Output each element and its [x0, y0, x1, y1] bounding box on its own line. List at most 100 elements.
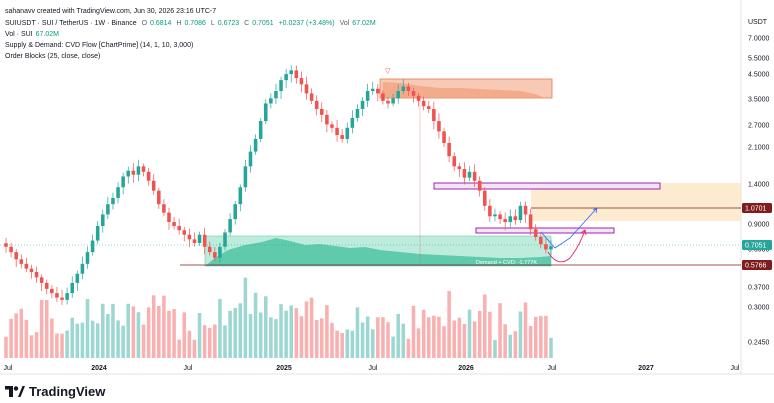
volume-bar — [4, 336, 8, 358]
candle-body — [243, 166, 248, 188]
candle-body — [269, 98, 273, 104]
volume-bar — [258, 312, 263, 358]
candle-body — [396, 91, 400, 99]
price-axis[interactable]: 7.0000 5.5000 4.5000 3.5000 2.7000 2.1000 1.40… — [748, 36, 770, 347]
volume-indicator-line[interactable]: Vol · SUI 67.02M — [5, 30, 62, 39]
candle-body — [381, 93, 385, 101]
candle-body — [141, 166, 146, 172]
candle-body — [335, 127, 339, 136]
candle-body — [50, 288, 54, 294]
candle-body — [80, 263, 85, 274]
volume-bar — [151, 295, 156, 358]
volume-bar — [233, 307, 237, 358]
volume-bar — [345, 329, 350, 358]
candle-body — [472, 171, 477, 181]
candle-body — [299, 78, 304, 85]
y-tick-label: 5.5000 — [748, 56, 770, 63]
volume-bar — [416, 328, 421, 358]
volume-bar — [121, 325, 125, 358]
projection-arrow-blue — [540, 207, 598, 249]
ohlc-close-value: 0.7051 — [252, 20, 274, 27]
volume-bar — [157, 305, 161, 358]
volume-bar — [284, 310, 288, 358]
price-label-box — [742, 240, 772, 250]
volume-bar — [182, 312, 187, 358]
x-tick-label: Jul — [4, 365, 13, 372]
order-block-lower — [475, 227, 615, 234]
author-line: sahanavv created with TradingView.com, J… — [5, 8, 217, 15]
candle-body — [355, 108, 360, 118]
tradingview-logo-icon — [5, 385, 25, 397]
candle-body — [533, 229, 538, 237]
volume-bar — [279, 304, 283, 358]
volume-bar — [238, 303, 243, 358]
volume-bar — [95, 323, 100, 358]
volume-bar — [299, 316, 304, 358]
volume-bar — [141, 324, 146, 358]
candle-body — [213, 252, 217, 258]
tradingview-logo[interactable]: TradingView — [5, 384, 105, 399]
x-tick-label: 2027 — [638, 365, 654, 372]
volume-bar — [50, 318, 54, 358]
candle-body — [100, 214, 105, 227]
volume-bar — [477, 310, 482, 358]
symbol-line[interactable]: SUIUSDT · SUI / TetherUS · 1W · Binance — [5, 20, 137, 27]
candle-body — [432, 108, 436, 122]
candle-body — [218, 246, 222, 258]
y-tick-label: 0.9000 — [748, 222, 770, 229]
candle-body — [44, 282, 49, 289]
candle-body — [263, 103, 268, 122]
volume-bar — [396, 313, 400, 358]
x-tick-label: Jul — [369, 365, 378, 372]
indicator-order-blocks[interactable]: Order Blocks (25, close, close) — [5, 53, 101, 60]
candle-body — [513, 216, 518, 221]
volume-bar — [365, 316, 370, 358]
order-block-upper — [433, 182, 661, 190]
time-axis[interactable]: Jul 2024 Jul 2025 Jul 2026 Jul 2027 Jul — [4, 365, 740, 372]
volume-bar — [314, 320, 319, 358]
volume-bar — [24, 319, 29, 358]
volume-bar — [391, 336, 395, 358]
volume-bar — [75, 323, 80, 358]
volume-bar — [294, 308, 299, 358]
candle-body — [248, 151, 253, 167]
candle-body — [452, 156, 457, 167]
volume-bar — [60, 333, 64, 358]
volume-bar — [426, 317, 431, 358]
volume-bar — [549, 337, 553, 358]
candle-body — [131, 170, 136, 175]
candle-body — [309, 93, 314, 101]
supply-cvd-fill — [383, 82, 552, 98]
volume-bar — [503, 324, 507, 358]
candle-body — [121, 176, 125, 188]
vol-line-value: 67.02M — [35, 31, 59, 38]
volume-bar — [472, 321, 477, 358]
indicator-cvd-flow[interactable]: Supply & Demand: CVD Flow [ChartPrime] (… — [5, 42, 194, 49]
volume-bar — [467, 309, 472, 358]
volume-bar — [167, 310, 171, 358]
volume-bar — [355, 307, 360, 358]
ohlc-low-label: L — [210, 20, 215, 27]
candle-body — [350, 117, 355, 128]
volume-bars-group — [4, 277, 553, 358]
volume-bar — [401, 323, 406, 358]
volume-bar — [289, 305, 294, 358]
candle-body — [518, 205, 523, 221]
candle-body — [106, 204, 110, 215]
candle-body — [442, 131, 446, 143]
volume-bar — [447, 291, 451, 358]
volume-bar — [85, 299, 90, 358]
candle-body — [421, 100, 426, 107]
candle-body — [279, 80, 283, 92]
volume-bar — [421, 309, 426, 358]
volume-bar — [335, 330, 339, 358]
volume-bar — [187, 330, 192, 358]
volume-bar — [437, 316, 441, 358]
candle-body — [406, 86, 411, 92]
y-tick-label: 3.5000 — [748, 97, 770, 104]
volume-bar — [528, 325, 533, 358]
arrow-head-pink-icon — [580, 229, 587, 236]
candle-body — [116, 187, 120, 198]
ohlc-high-label: H — [176, 20, 182, 27]
